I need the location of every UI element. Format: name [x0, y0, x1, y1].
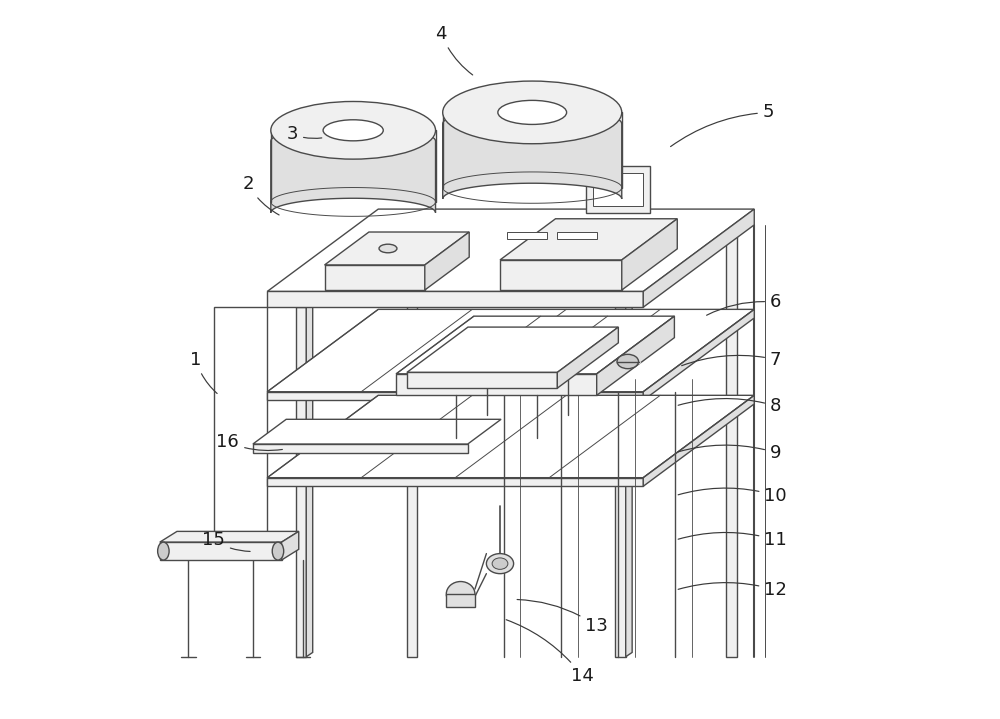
Polygon shape — [425, 232, 469, 290]
Polygon shape — [407, 372, 557, 388]
Polygon shape — [160, 531, 299, 542]
Polygon shape — [622, 219, 677, 290]
Polygon shape — [325, 232, 469, 265]
Polygon shape — [282, 531, 299, 560]
Ellipse shape — [617, 354, 639, 369]
Text: 7: 7 — [682, 350, 781, 369]
Text: 1: 1 — [190, 350, 217, 393]
Polygon shape — [643, 395, 754, 486]
Polygon shape — [557, 232, 597, 239]
Text: 11: 11 — [678, 531, 787, 549]
Ellipse shape — [379, 244, 397, 253]
Polygon shape — [626, 303, 632, 656]
Ellipse shape — [486, 554, 514, 574]
Polygon shape — [267, 209, 754, 291]
Text: 9: 9 — [678, 444, 781, 462]
Text: 6: 6 — [707, 293, 781, 315]
Polygon shape — [267, 395, 754, 477]
Polygon shape — [296, 307, 306, 656]
Ellipse shape — [272, 542, 284, 560]
Polygon shape — [214, 307, 267, 546]
Text: 3: 3 — [287, 125, 322, 143]
Polygon shape — [306, 303, 313, 656]
Polygon shape — [643, 209, 754, 307]
Text: 4: 4 — [436, 24, 473, 75]
Polygon shape — [443, 108, 622, 199]
Polygon shape — [271, 127, 436, 213]
Polygon shape — [615, 307, 626, 656]
Text: 15: 15 — [202, 531, 250, 551]
Ellipse shape — [492, 558, 508, 569]
Polygon shape — [597, 316, 674, 395]
Text: 14: 14 — [506, 620, 594, 685]
Polygon shape — [726, 225, 737, 656]
Text: 12: 12 — [678, 581, 787, 599]
Polygon shape — [396, 374, 597, 395]
Ellipse shape — [443, 81, 622, 144]
Ellipse shape — [323, 120, 383, 141]
Text: 2: 2 — [242, 175, 279, 215]
Ellipse shape — [158, 542, 169, 560]
Polygon shape — [267, 477, 643, 486]
Polygon shape — [586, 166, 650, 213]
Text: 13: 13 — [517, 600, 608, 635]
Polygon shape — [407, 327, 618, 372]
Polygon shape — [253, 444, 468, 452]
Ellipse shape — [271, 101, 436, 159]
Text: 16: 16 — [216, 433, 282, 451]
Polygon shape — [396, 316, 674, 374]
Ellipse shape — [446, 582, 475, 607]
Polygon shape — [407, 225, 417, 656]
Polygon shape — [643, 309, 754, 400]
Polygon shape — [253, 419, 501, 444]
Text: 5: 5 — [671, 104, 774, 147]
Polygon shape — [267, 392, 643, 400]
Ellipse shape — [498, 101, 567, 124]
Polygon shape — [267, 291, 643, 307]
Polygon shape — [507, 232, 547, 239]
Text: 10: 10 — [678, 487, 787, 505]
Text: 8: 8 — [678, 397, 781, 415]
Polygon shape — [500, 219, 677, 260]
Polygon shape — [160, 542, 282, 560]
Polygon shape — [267, 309, 754, 392]
Polygon shape — [593, 173, 643, 206]
Polygon shape — [446, 594, 475, 607]
Polygon shape — [500, 260, 622, 290]
Polygon shape — [557, 327, 618, 388]
Polygon shape — [325, 265, 425, 290]
